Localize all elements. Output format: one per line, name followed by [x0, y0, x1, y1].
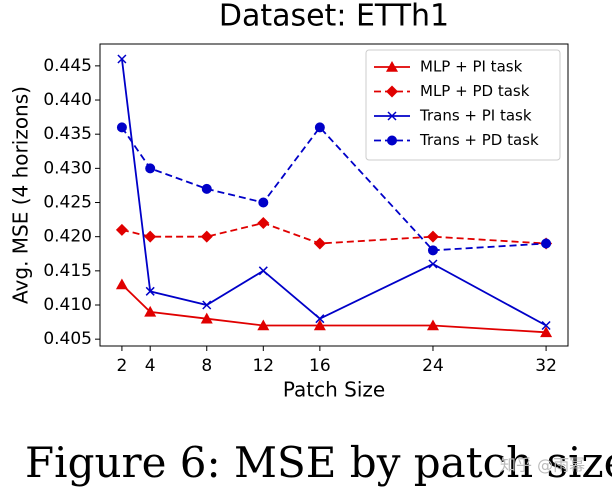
y-tick-label: 0.445: [43, 56, 92, 76]
y-tick-label: 0.430: [43, 158, 92, 178]
legend-marker: [386, 61, 398, 72]
x-axis-label: Patch Size: [283, 378, 385, 402]
marker: [540, 326, 553, 338]
marker: [200, 230, 213, 243]
marker: [315, 314, 325, 324]
caption: Figure 6: MSE by patch size.: [25, 438, 612, 487]
legend-label: Trans + PI task: [419, 107, 532, 125]
marker: [428, 259, 438, 269]
marker: [115, 223, 128, 236]
legend-label: MLP + PD task: [420, 82, 530, 100]
marker: [115, 278, 128, 290]
marker: [541, 320, 551, 331]
marker: [145, 286, 155, 296]
marker: [117, 54, 127, 64]
marker: [313, 319, 326, 331]
x-tick-label: 12: [252, 356, 274, 376]
marker: [258, 266, 268, 276]
chart-title: Dataset: ETTh1: [219, 0, 449, 34]
marker: [201, 183, 212, 194]
marker: [426, 230, 439, 243]
x-tick-label: 16: [309, 356, 331, 376]
marker: [257, 319, 270, 331]
marker: [541, 238, 552, 249]
x-tick-label: 24: [422, 356, 444, 376]
legend-box: [365, 49, 561, 161]
y-tick-label: 0.440: [43, 90, 92, 110]
marker: [200, 312, 213, 324]
x-tick-label: 2: [117, 356, 128, 376]
legend-label: Trans + PD task: [419, 131, 539, 149]
plot-frame: [99, 43, 569, 347]
marker: [426, 319, 439, 331]
marker: [144, 230, 157, 243]
marker: [258, 197, 269, 208]
marker: [257, 217, 270, 230]
x-tick-label: 32: [535, 356, 557, 376]
marker: [427, 245, 438, 256]
x-tick-label: 4: [145, 356, 156, 376]
marker: [145, 163, 156, 174]
legend-marker: [387, 111, 397, 121]
y-tick-label: 0.415: [43, 261, 92, 281]
marker: [314, 122, 325, 133]
y-tick-label: 0.405: [43, 329, 92, 349]
series-line: [121, 222, 547, 245]
y-tick-label: 0.435: [43, 124, 92, 144]
marker: [116, 122, 127, 133]
legend-marker: [387, 135, 397, 146]
legend-label: MLP + PI task: [420, 58, 523, 76]
marker: [144, 305, 157, 317]
y-tick-label: 0.425: [43, 193, 92, 213]
x-tick-label: 8: [201, 356, 212, 376]
legend-marker: [386, 85, 398, 98]
y-tick-label: 0.420: [43, 227, 92, 247]
marker: [313, 237, 326, 250]
y-axis-label: Avg. MSE (4 horizons): [9, 86, 33, 304]
y-tick-label: 0.410: [43, 295, 92, 315]
watermark: 知乎 @雨幂: [500, 456, 585, 475]
marker: [202, 300, 212, 310]
